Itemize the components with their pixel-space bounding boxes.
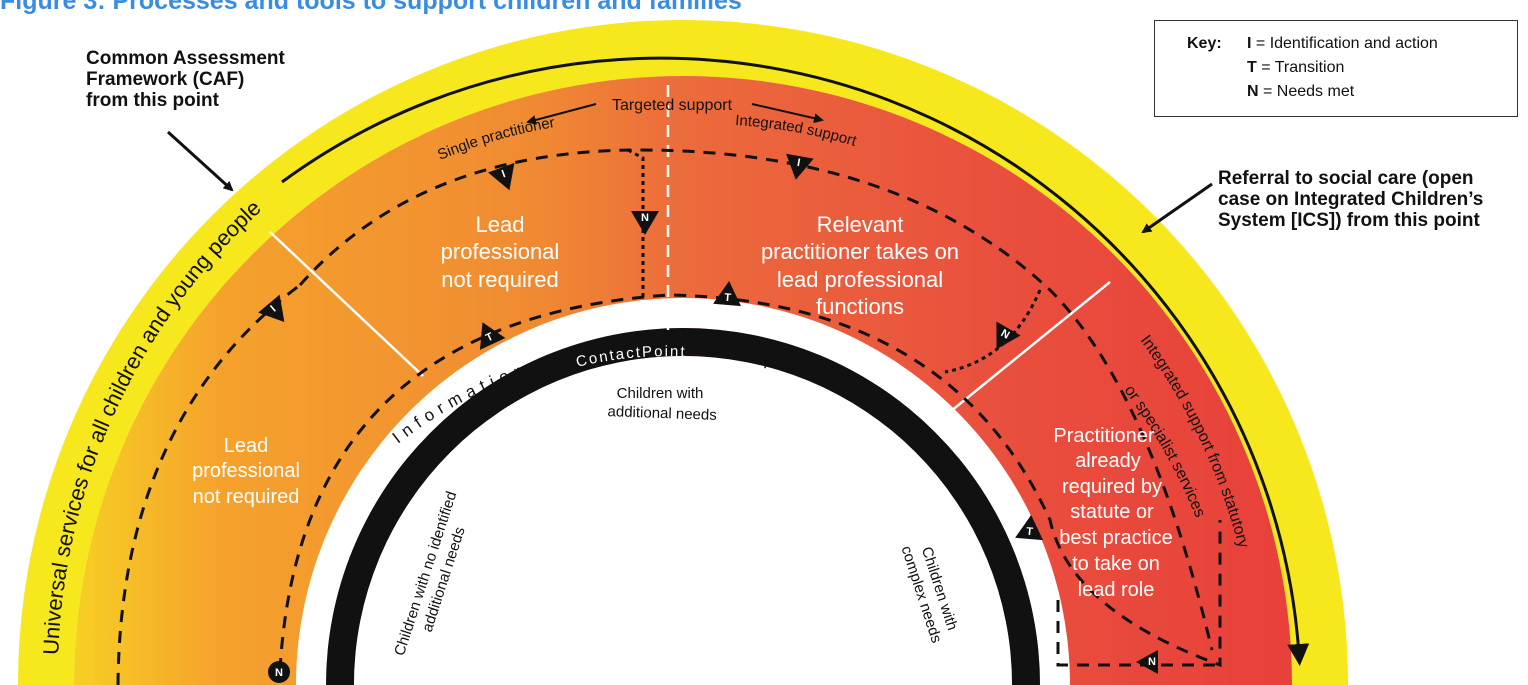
targeted-support-label: Targeted support bbox=[612, 97, 733, 114]
marker-n-single: N bbox=[631, 211, 659, 235]
caf-pointer-arrow bbox=[166, 130, 234, 192]
svg-text:N: N bbox=[1148, 656, 1156, 668]
svg-text:professional: professional bbox=[441, 239, 560, 264]
svg-text:practitioner takes on: practitioner takes on bbox=[761, 239, 959, 264]
marker-i-single: I bbox=[488, 162, 515, 191]
svg-text:Lead: Lead bbox=[476, 212, 525, 237]
needs-met-pathway-single bbox=[627, 148, 645, 298]
single-segment-text: Lead professional not required bbox=[441, 212, 560, 292]
additional-needs-label: Children with additional needs bbox=[607, 385, 717, 424]
needs-met-pathway-integrated bbox=[944, 289, 1042, 374]
key-row-identification: I = Identification and action bbox=[1247, 35, 1438, 52]
svg-text:T: T bbox=[484, 331, 495, 345]
svg-text:functions: functions bbox=[816, 294, 904, 319]
marker-n-complex: N bbox=[1136, 650, 1158, 674]
key-row-transition: T = Transition bbox=[1247, 59, 1345, 76]
targeted-left-arrow bbox=[526, 103, 597, 125]
figure-title: Figure 3: Processes and tools to support… bbox=[0, 0, 742, 15]
marker-t-complex: T bbox=[1015, 515, 1043, 541]
key-title: Key: bbox=[1187, 35, 1222, 52]
marker-i-integrated: I bbox=[786, 153, 814, 180]
marker-i-universal: I bbox=[258, 294, 285, 322]
svg-text:lead role: lead role bbox=[1078, 579, 1155, 601]
svg-text:not required: not required bbox=[441, 267, 558, 292]
svg-text:I: I bbox=[796, 157, 801, 169]
referral-pointer-arrow bbox=[1141, 182, 1213, 234]
marker-n-integrated: N bbox=[996, 321, 1021, 350]
svg-text:Lead: Lead bbox=[224, 435, 269, 457]
svg-text:I: I bbox=[500, 168, 507, 180]
referral-callout: Referral to social care (open case on In… bbox=[1218, 168, 1484, 231]
svg-text:professional: professional bbox=[192, 460, 300, 482]
complex-pathway-bottom bbox=[1056, 600, 1215, 667]
svg-text:best practice: best practice bbox=[1059, 527, 1172, 549]
marker-t-centre: T bbox=[713, 281, 741, 307]
key-row-needs-met: N = Needs met bbox=[1247, 83, 1355, 100]
integrated-segment-text: Relevant practitioner takes on lead prof… bbox=[761, 212, 959, 319]
svg-text:I: I bbox=[268, 303, 278, 314]
svg-text:not required: not required bbox=[193, 486, 300, 508]
svg-text:required by: required by bbox=[1062, 476, 1162, 498]
svg-text:additional needs: additional needs bbox=[607, 403, 717, 424]
divider-universal-single bbox=[269, 231, 424, 377]
svg-text:Relevant: Relevant bbox=[817, 212, 904, 237]
svg-text:N: N bbox=[641, 212, 649, 224]
svg-text:N: N bbox=[275, 667, 283, 679]
universal-segment-text: Lead professional not required bbox=[192, 435, 300, 508]
svg-text:Children with: Children with bbox=[617, 385, 704, 402]
complex-segment-text: Practitioner already required by statute… bbox=[1053, 425, 1172, 601]
svg-text:T: T bbox=[1026, 526, 1034, 539]
svg-text:lead professional: lead professional bbox=[777, 267, 943, 292]
inner-pathway bbox=[278, 293, 1222, 671]
svg-text:statute or: statute or bbox=[1070, 501, 1154, 523]
targeted-right-arrow bbox=[751, 103, 824, 124]
caf-callout: Common Assessment Framework (CAF) from t… bbox=[86, 48, 285, 111]
key-box: Key: I = Identification and action T = T… bbox=[1154, 20, 1518, 117]
upper-pathway bbox=[298, 148, 1214, 651]
marker-n-universal: N bbox=[268, 661, 290, 683]
svg-text:Practitioner: Practitioner bbox=[1053, 425, 1154, 447]
marker-t-left: T bbox=[479, 322, 506, 350]
svg-text:to take on: to take on bbox=[1072, 553, 1160, 575]
svg-text:already: already bbox=[1075, 450, 1141, 472]
outer-arc-arrow bbox=[281, 56, 1310, 666]
divider-targeted-complex bbox=[939, 281, 1111, 421]
svg-text:T: T bbox=[724, 292, 732, 305]
universal-pathway bbox=[116, 283, 301, 685]
